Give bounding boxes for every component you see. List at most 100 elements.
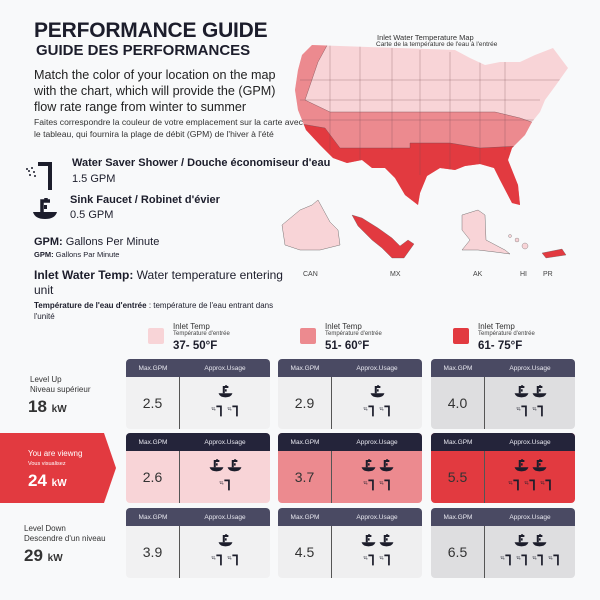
gpm-def: Gallons Per Minute <box>62 236 160 248</box>
shower-icon <box>363 478 376 497</box>
approx-usage-header: Approx.Usage <box>509 438 551 446</box>
kw-value: 18 <box>28 397 47 416</box>
row-label: Level Down <box>24 524 66 533</box>
approx-usage-header: Approx.Usage <box>204 364 246 372</box>
max-gpm-header: Max.GPM <box>290 438 320 446</box>
max-gpm-value: 3.9 <box>126 526 180 578</box>
row-label: Level Up <box>30 375 62 384</box>
approx-usage-header: Approx.Usage <box>509 513 551 521</box>
map-mexico <box>351 214 415 259</box>
shower-icon <box>24 160 58 197</box>
legend-label: Inlet Temp <box>478 322 515 331</box>
row-kw: 24 kW <box>28 471 67 491</box>
max-gpm-header: Max.GPM <box>443 364 473 372</box>
approx-usage-header: Approx.Usage <box>204 438 246 446</box>
approx-usage <box>180 377 270 429</box>
row-kw: 29 kW <box>24 546 63 566</box>
max-gpm-value: 4.0 <box>431 377 485 429</box>
row-kw: 18 kW <box>28 397 67 417</box>
row-label-fr: Descendre d'un niveau <box>24 534 106 543</box>
approx-usage <box>180 451 270 503</box>
shower-icon <box>219 478 232 497</box>
page-title-fr: GUIDE DES PERFORMANCES <box>36 42 251 59</box>
legend-swatch <box>300 328 316 344</box>
performance-card: Max.GPM Approx.Usage 3.9 <box>126 508 270 578</box>
approx-usage-header: Approx.Usage <box>356 513 398 521</box>
approx-usage-header: Approx.Usage <box>356 364 398 372</box>
sink-faucet-icon <box>361 533 376 552</box>
kw-value: 24 <box>28 471 47 490</box>
map-label-hi: HI <box>520 271 527 278</box>
shower-icon <box>379 478 392 497</box>
performance-card: Max.GPM Approx.Usage 4.0 <box>431 359 575 429</box>
legend-label-fr: Température d'entrée <box>478 331 535 337</box>
legend-range: 61- 75°F <box>478 340 523 352</box>
approx-usage <box>332 526 422 578</box>
row-label-fr: Niveau supérieur <box>30 385 91 394</box>
map-label-ak: AK <box>473 271 483 278</box>
legend-swatch <box>148 328 164 344</box>
sink-faucet-icon <box>227 458 242 477</box>
approx-usage <box>485 451 575 503</box>
legend-label: Inlet Temp <box>173 322 210 331</box>
approx-usage <box>485 526 575 578</box>
gpm-term-fr: GPM: <box>34 250 54 259</box>
sink-faucet-icon <box>532 384 547 403</box>
row-label-fr: Vous visualisez <box>28 461 66 467</box>
max-gpm-value: 6.5 <box>431 526 485 578</box>
max-gpm-value: 2.9 <box>278 377 332 429</box>
max-gpm-header: Max.GPM <box>443 513 473 521</box>
shower-rate: 1.5 GPM <box>72 173 116 185</box>
sink-faucet-icon <box>532 533 547 552</box>
shower-icon <box>211 404 224 423</box>
sink-faucet-icon <box>514 384 529 403</box>
temperature-map <box>281 45 568 259</box>
legend-label-fr: Température d'entrée <box>325 331 382 337</box>
legend-label: Inlet Temp <box>325 322 362 331</box>
shower-icon <box>379 404 392 423</box>
legend-swatch <box>453 328 469 344</box>
sink-faucet-icon <box>361 458 376 477</box>
shower-icon <box>540 478 553 497</box>
map-label-can: CAN <box>303 271 318 278</box>
max-gpm-value: 5.5 <box>431 451 485 503</box>
approx-usage-header: Approx.Usage <box>356 438 398 446</box>
shower-label: Water Saver Shower / Douche économiseur … <box>72 157 331 169</box>
performance-card: Max.GPM Approx.Usage 4.5 <box>278 508 422 578</box>
sink-faucet-icon <box>218 384 233 403</box>
performance-card: Max.GPM Approx.Usage 3.7 <box>278 433 422 503</box>
max-gpm-header: Max.GPM <box>138 438 168 446</box>
max-gpm-value: 4.5 <box>278 526 332 578</box>
sink-faucet-icon <box>514 458 529 477</box>
map-puerto-rico <box>541 248 567 259</box>
map-hawaii <box>508 234 529 250</box>
sink-faucet-icon <box>532 458 547 477</box>
approx-usage <box>485 377 575 429</box>
kw-value: 29 <box>24 546 43 565</box>
shower-icon <box>500 553 513 572</box>
map-alaska <box>461 209 511 255</box>
inlet-definition-fr: Température de l'eau d'entrée : températ… <box>34 300 294 322</box>
shower-icon <box>516 404 529 423</box>
approx-usage-header: Approx.Usage <box>204 513 246 521</box>
sink-rate: 0.5 GPM <box>70 209 114 221</box>
inlet-term-fr: Température de l'eau d'entrée <box>34 301 147 310</box>
gpm-definition: GPM: Gallons Per Minute <box>34 236 159 248</box>
sink-faucet-icon <box>379 533 394 552</box>
legend-range: 51- 60°F <box>325 340 370 352</box>
row-label: You are viewng <box>28 449 83 458</box>
gpm-def-fr: Gallons Par Minute <box>53 250 120 259</box>
sink-faucet-icon <box>514 533 529 552</box>
gpm-term: GPM: <box>34 236 63 248</box>
approx-usage <box>332 451 422 503</box>
page-title: PERFORMANCE GUIDE <box>34 19 268 42</box>
map-label-mx: MX <box>390 271 401 278</box>
gpm-definition-fr: GPM: Gallons Par Minute <box>34 250 119 259</box>
kw-unit: kW <box>51 478 67 489</box>
kw-unit: kW <box>51 404 67 415</box>
map-label-pr: PR <box>543 271 553 278</box>
inlet-term: Inlet Water Temp: <box>34 268 134 282</box>
intro-text-fr: Faites correspondre la couleur de votre … <box>34 117 303 139</box>
kw-unit: kW <box>47 553 63 564</box>
performance-card: Max.GPM Approx.Usage 5.5 <box>431 433 575 503</box>
